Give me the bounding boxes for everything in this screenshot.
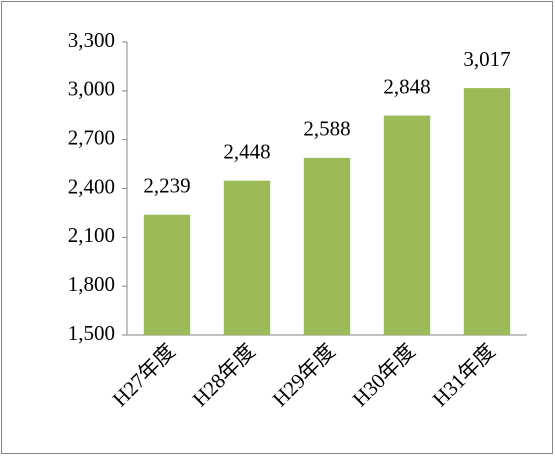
y-tick-label: 1,500	[68, 321, 115, 345]
y-tick-label: 2,100	[68, 223, 115, 247]
data-label: 2,588	[303, 117, 350, 141]
y-tick-label: 2,700	[68, 125, 115, 149]
bar	[383, 115, 431, 335]
y-tick-label: 3,300	[68, 28, 115, 52]
bar	[303, 157, 351, 335]
bar	[463, 88, 511, 336]
data-label: 2,848	[383, 74, 430, 98]
y-tick-label: 1,800	[68, 272, 115, 296]
y-tick-label: 2,400	[68, 174, 115, 198]
data-label: 2,448	[223, 139, 270, 163]
bar	[223, 180, 271, 335]
y-tick-label: 3,000	[68, 77, 115, 101]
data-label: 2,239	[143, 174, 190, 198]
bar	[143, 214, 191, 335]
data-label: 3,017	[463, 47, 510, 71]
